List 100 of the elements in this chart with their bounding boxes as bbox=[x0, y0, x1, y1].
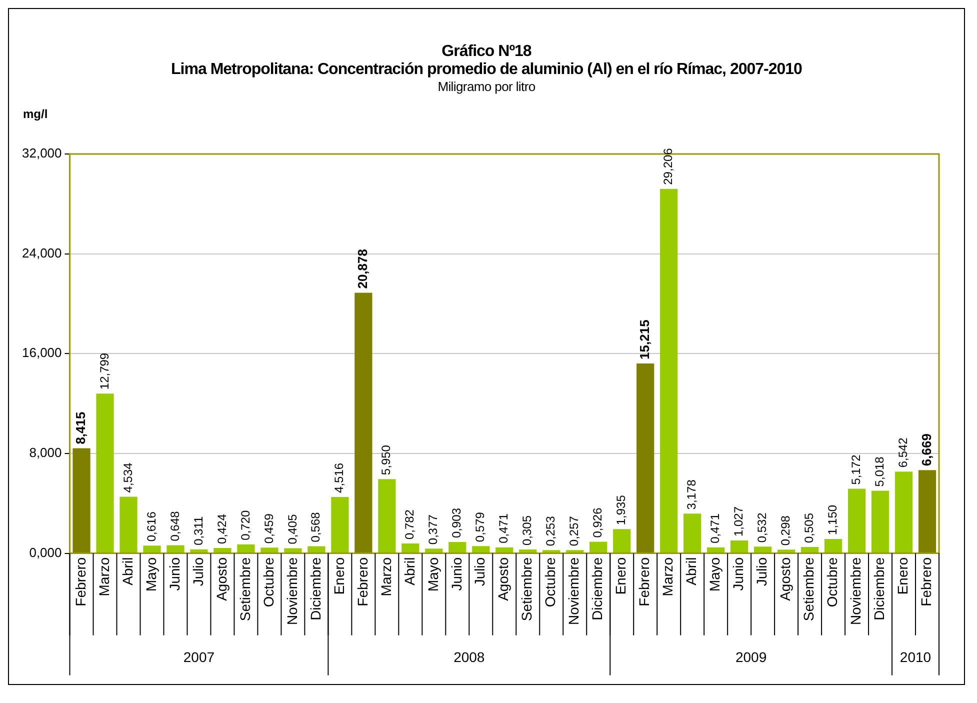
bar bbox=[613, 529, 631, 553]
bar bbox=[214, 548, 232, 553]
bar bbox=[754, 546, 772, 553]
data-label: 29,206 bbox=[661, 148, 676, 185]
x-tick-label: Marzo bbox=[378, 557, 394, 596]
bar bbox=[308, 546, 326, 553]
y-tick-label: 0,000 bbox=[29, 544, 62, 560]
x-tick-label: Enero bbox=[612, 557, 629, 595]
x-tick-label: Mayo bbox=[142, 557, 159, 592]
bar bbox=[660, 188, 678, 553]
x-tick-label: Diciembre bbox=[589, 557, 606, 620]
bar bbox=[260, 548, 278, 553]
x-tick-label: Setiembre bbox=[518, 557, 535, 622]
x-tick-label: Octubre bbox=[260, 557, 276, 608]
x-tick-label: Julio bbox=[754, 557, 770, 586]
bar bbox=[636, 363, 654, 553]
data-label: 0,782 bbox=[402, 509, 417, 540]
bar bbox=[448, 542, 466, 553]
bar bbox=[354, 292, 372, 553]
x-tick-label: Diciembre bbox=[307, 557, 324, 620]
data-label: 1,027 bbox=[732, 506, 746, 536]
bar bbox=[402, 544, 420, 553]
x-tick-label: Agosto bbox=[495, 557, 512, 601]
data-label: 20,878 bbox=[355, 249, 370, 289]
data-label: 0,903 bbox=[450, 508, 464, 538]
bar bbox=[72, 448, 90, 553]
data-label: 4,534 bbox=[120, 462, 135, 493]
x-tick-label: Enero bbox=[330, 557, 347, 595]
x-tick-label: Junio bbox=[730, 557, 746, 591]
data-label: 0,505 bbox=[802, 512, 816, 544]
x-tick-label: Agosto bbox=[777, 557, 794, 601]
bar bbox=[96, 394, 114, 553]
data-label: 5,950 bbox=[379, 444, 394, 476]
chart-title: Gráfico Nº18 bbox=[440, 43, 532, 61]
x-tick-label: Mayo bbox=[706, 557, 723, 592]
x-tick-label: Febrero bbox=[918, 557, 934, 606]
data-label: 0,926 bbox=[590, 507, 605, 538]
x-tick-label: Noviembre bbox=[848, 557, 864, 626]
x-tick-label: Junio bbox=[448, 557, 464, 591]
bar bbox=[824, 538, 842, 553]
y-tick-label: 32,000 bbox=[22, 146, 62, 161]
data-label: 1,150 bbox=[826, 504, 840, 535]
data-label: 5,018 bbox=[872, 456, 887, 487]
data-label: 0,298 bbox=[778, 515, 793, 546]
data-label: 8,415 bbox=[73, 412, 88, 444]
data-label: 0,459 bbox=[262, 513, 276, 544]
text: 2010 bbox=[900, 649, 932, 666]
x-tick-label: Abril bbox=[119, 557, 136, 586]
data-label: 0,471 bbox=[708, 513, 722, 544]
data-label: 0,424 bbox=[214, 514, 229, 544]
data-label: 0,253 bbox=[544, 516, 558, 546]
bar bbox=[800, 547, 819, 553]
x-tick-label: Noviembre bbox=[566, 557, 582, 626]
data-label: 0,579 bbox=[473, 512, 488, 542]
x-tick-label: Octubre bbox=[542, 557, 558, 608]
data-label: 0,311 bbox=[191, 516, 206, 546]
chart-subtitle: Lima Metropolitana: Concentración promedio de aluminio (Al) en el río Rímac, 2007-2010 bbox=[170, 61, 803, 79]
data-label: 0,720 bbox=[238, 510, 252, 540]
bar bbox=[120, 496, 138, 553]
bar bbox=[542, 550, 560, 553]
bar bbox=[707, 547, 725, 553]
text: 2007 bbox=[183, 649, 215, 666]
data-label: 1,935 bbox=[614, 494, 628, 526]
data-label: 0,648 bbox=[168, 510, 182, 542]
bar bbox=[166, 545, 184, 553]
bar bbox=[190, 549, 208, 553]
x-tick-label: Julio bbox=[190, 557, 206, 586]
y-tick-label: 16,000 bbox=[22, 345, 62, 360]
bar bbox=[871, 490, 890, 553]
bar bbox=[331, 496, 349, 553]
bar bbox=[284, 548, 302, 553]
data-label: 6,542 bbox=[896, 437, 910, 468]
x-tick-label: Febrero bbox=[636, 557, 652, 606]
bar bbox=[566, 550, 584, 553]
text: 2009 bbox=[735, 649, 767, 666]
data-label: 3,178 bbox=[684, 479, 699, 510]
bar bbox=[378, 479, 396, 553]
bar bbox=[590, 542, 608, 553]
bar bbox=[894, 472, 913, 553]
x-tick-label: Diciembre bbox=[871, 557, 888, 620]
bar bbox=[730, 540, 748, 553]
x-tick-label: Marzo bbox=[96, 557, 112, 596]
x-tick-label: Junio bbox=[166, 557, 182, 591]
data-label: 0,532 bbox=[755, 512, 770, 543]
data-label: 0,405 bbox=[285, 514, 300, 544]
x-tick-label: Noviembre bbox=[284, 557, 300, 626]
bar bbox=[918, 470, 936, 553]
text: Miligramo por litro bbox=[436, 79, 536, 94]
bar bbox=[777, 550, 796, 553]
bar bbox=[848, 488, 866, 553]
x-tick-label: Febrero bbox=[354, 557, 370, 606]
x-tick-label: Febrero bbox=[72, 557, 88, 606]
bar bbox=[143, 546, 161, 553]
data-label: 0,616 bbox=[144, 511, 158, 542]
x-tick-label: Octubre bbox=[824, 557, 840, 608]
x-tick-label: Marzo bbox=[660, 557, 676, 596]
data-label: 0,305 bbox=[520, 515, 534, 546]
x-tick-label: Setiembre bbox=[236, 557, 253, 622]
data-label: 0,377 bbox=[426, 514, 440, 545]
bar bbox=[519, 550, 537, 553]
